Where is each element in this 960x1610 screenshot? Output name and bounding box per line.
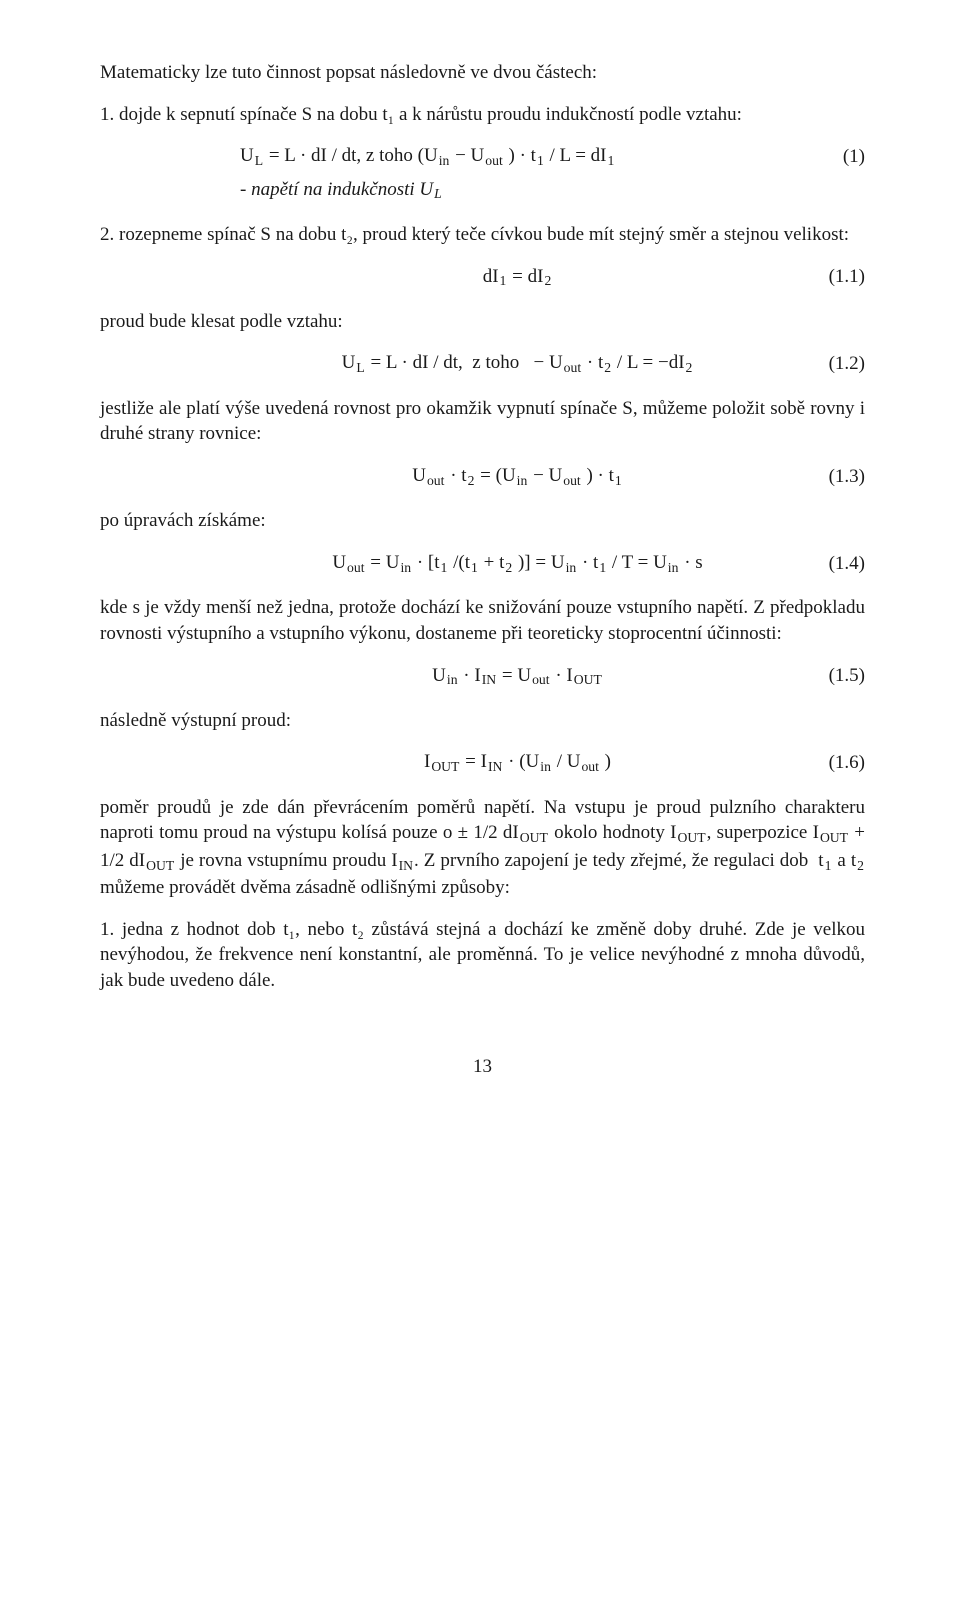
equation-1-number: (1)	[795, 144, 865, 170]
equation-1-5-row: Uin · IIN = Uout · IOUT (1.5)	[100, 663, 865, 690]
eq11-text: dI1 = dI2	[483, 266, 553, 287]
equation-1-2-number: (1.2)	[795, 351, 865, 377]
equation-1-3-row: Uout · t2 = (Uin − Uout ) · t1 (1.3)	[100, 463, 865, 490]
equation-1-6-body: IOUT = IIN · (Uin / Uout )	[240, 749, 795, 776]
po-upravach-paragraph: po úpravách získáme:	[100, 508, 865, 534]
equation-1-3-number: (1.3)	[795, 464, 865, 490]
jestlize-paragraph: jestliže ale platí výše uvedená rovnost …	[100, 396, 865, 447]
equation-1-6-number: (1.6)	[795, 750, 865, 776]
eq16-text: IOUT = IIN · (Uin / Uout )	[424, 751, 611, 772]
equation-1-3-body: Uout · t2 = (Uin − Uout ) · t1	[240, 463, 795, 490]
section1-lead: 1. dojde k sepnutí spínače S na dobu t₁ …	[100, 102, 865, 128]
equation-1-5-number: (1.5)	[795, 663, 865, 689]
equation-1-1-body: dI1 = dI2	[240, 264, 795, 291]
equation-1-1-number: (1.1)	[795, 264, 865, 290]
equation-1-6-row: IOUT = IIN · (Uin / Uout ) (1.6)	[100, 749, 865, 776]
section2-lead: 2. rozepneme spínač S na dobu t₂, proud …	[100, 222, 865, 248]
equation-1-caption: - napětí na indukčnosti UL	[100, 177, 795, 204]
kde-s-paragraph: kde s je vždy menší než jedna, protože d…	[100, 595, 865, 646]
equation-1-4-row: Uout = Uin · [t1 /(t1 + t2 )] = Uin · t1…	[100, 550, 865, 577]
equation-1-2-row: UL = L · dI / dt, z toho − Uout · t2 / L…	[100, 350, 865, 377]
equation-1-1-row: dI1 = dI2 (1.1)	[100, 264, 865, 291]
equation-1-row: UL = L · dI / dt, z toho (Uin − Uout ) ·…	[100, 143, 865, 170]
intro-paragraph: Matematicky lze tuto činnost popsat násl…	[100, 60, 865, 86]
equation-1-caption-row: - napětí na indukčnosti UL	[100, 177, 865, 204]
equation-1-2-body: UL = L · dI / dt, z toho − Uout · t2 / L…	[240, 350, 795, 377]
eq14-text: Uout = Uin · [t1 /(t1 + t2 )] = Uin · t1…	[332, 552, 702, 573]
equation-1-body: UL = L · dI / dt, z toho (Uin − Uout ) ·…	[100, 143, 795, 170]
eq1-text: UL = L · dI / dt, z toho (Uin − Uout ) ·…	[240, 145, 615, 166]
equation-1-4-number: (1.4)	[795, 551, 865, 577]
page-number: 13	[100, 1054, 865, 1080]
klesat-paragraph: proud bude klesat podle vztahu:	[100, 309, 865, 335]
pomer-paragraph: poměr proudů je zde dán převrácením pomě…	[100, 795, 865, 901]
bullet1-paragraph: 1. jedna z hodnot dob t₁, nebo t₂ zůstáv…	[100, 917, 865, 994]
nasledne-paragraph: následně výstupní proud:	[100, 708, 865, 734]
eq13-text: Uout · t2 = (Uin − Uout ) · t1	[412, 465, 623, 486]
eq15-text: Uin · IIN = Uout · IOUT	[432, 665, 603, 686]
equation-1-5-body: Uin · IIN = Uout · IOUT	[240, 663, 795, 690]
equation-1-4-body: Uout = Uin · [t1 /(t1 + t2 )] = Uin · t1…	[240, 550, 795, 577]
eq12-text: UL = L · dI / dt, z toho − Uout · t2 / L…	[342, 352, 694, 373]
